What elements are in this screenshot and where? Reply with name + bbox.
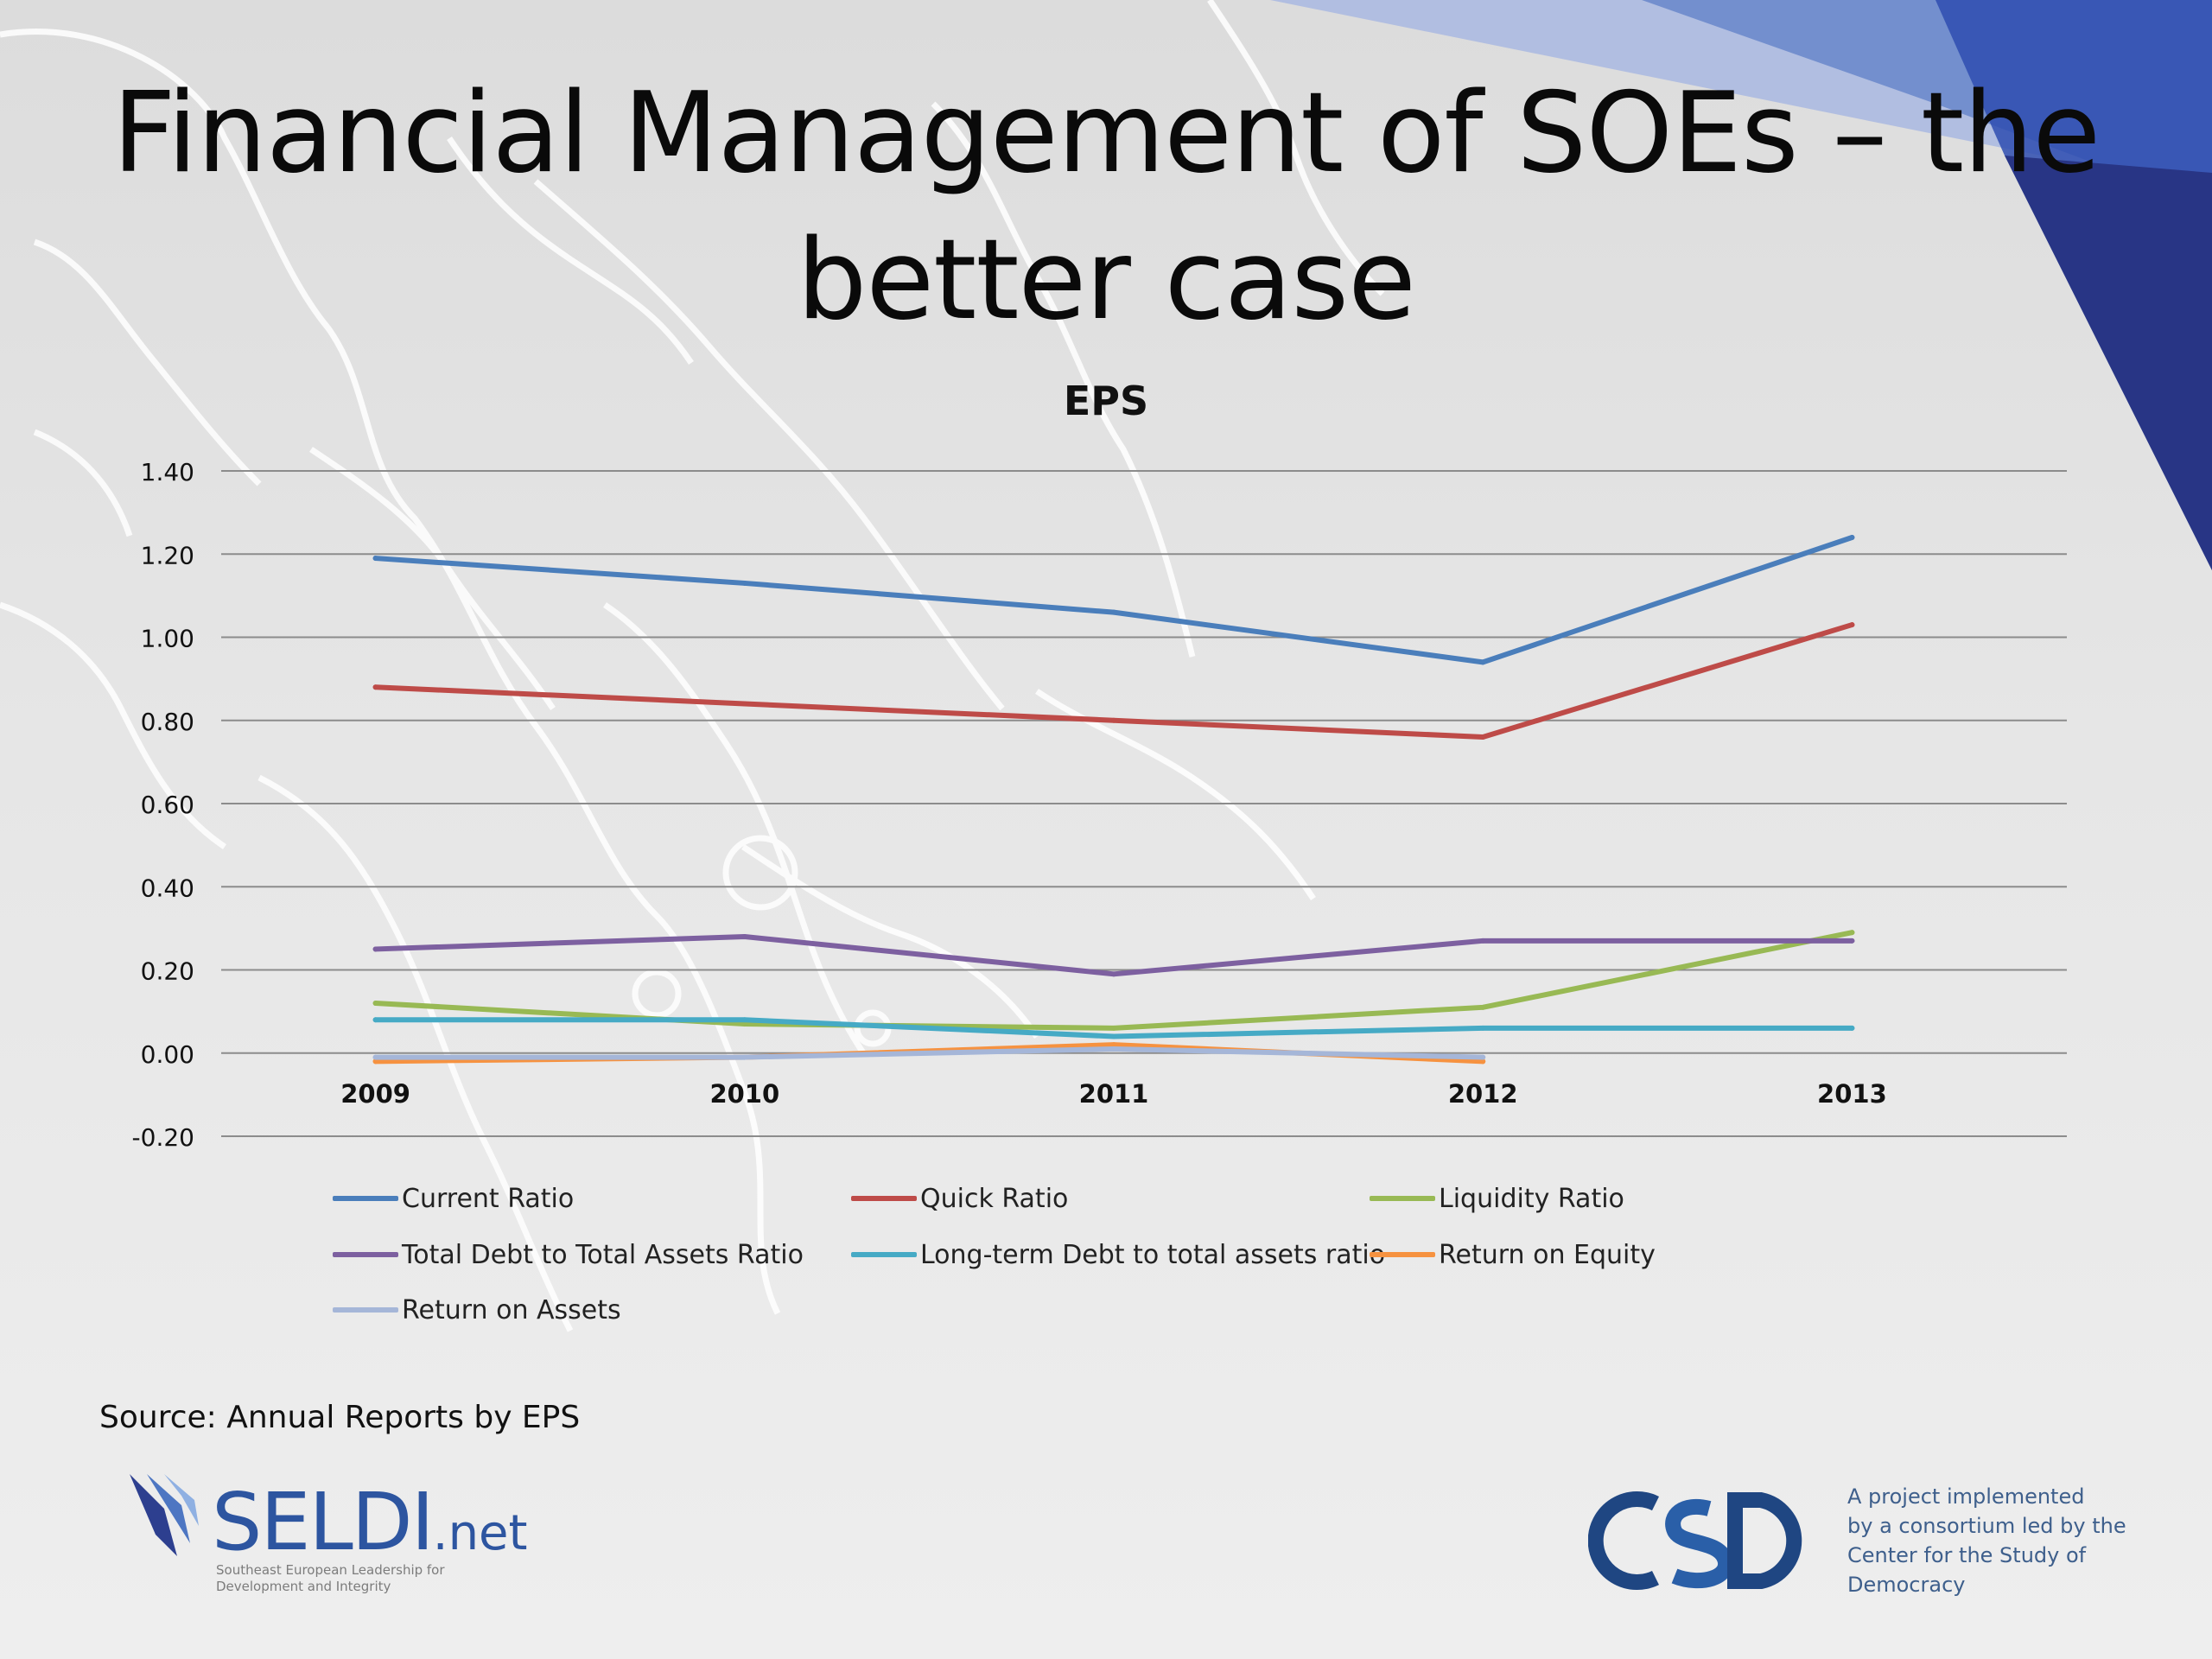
legend-item: Total Debt to Total Assets Ratio [333, 1237, 804, 1272]
series-line-0 [372, 535, 1855, 665]
data-point [372, 946, 378, 952]
csd-logo [1588, 1491, 1802, 1590]
legend-label: Return on Equity [1439, 1239, 1656, 1270]
x-tick-label: 2011 [1079, 1079, 1149, 1109]
data-point [372, 1054, 378, 1060]
data-point [1849, 930, 1855, 936]
data-point [1480, 1058, 1486, 1065]
legend-swatch [851, 1196, 917, 1201]
y-tick-label: 0.00 [141, 1040, 194, 1069]
legend-swatch [1370, 1252, 1435, 1257]
data-point [372, 1001, 378, 1006]
csd-project-text: A project implemented by a consortium le… [1847, 1484, 2126, 1597]
legend-label: Return on Assets [402, 1294, 621, 1325]
y-tick-label: 1.00 [141, 625, 194, 653]
x-tick-label: 2010 [709, 1079, 779, 1109]
data-point [741, 1021, 747, 1027]
y-tick-label: 1.20 [141, 541, 194, 569]
data-point [1111, 1025, 1116, 1031]
legend-swatch [1370, 1196, 1435, 1201]
data-point [1480, 1054, 1486, 1060]
data-point [372, 1017, 378, 1023]
seldi-logo: SELDI.net Southeast European Leadership … [130, 1469, 544, 1607]
legend-item: Return on Equity [1370, 1237, 1656, 1272]
legend-item: Current Ratio [333, 1181, 574, 1216]
legend-swatch [333, 1252, 398, 1257]
slide-title-line-2: better case [797, 216, 1416, 345]
x-tick-label: 2009 [340, 1079, 410, 1109]
y-tick-label: 0.60 [141, 791, 194, 819]
series-line-2 [372, 930, 1855, 1031]
y-tick-label: 1.40 [141, 458, 194, 486]
legend-item: Quick Ratio [851, 1181, 1068, 1216]
data-point [1480, 938, 1486, 944]
legend-swatch [333, 1307, 398, 1313]
data-point [741, 934, 747, 939]
seldi-wordmark: SELDI.net [212, 1476, 528, 1568]
source-note: Source: Annual Reports by EPS [99, 1400, 581, 1435]
legend-item: Long-term Debt to total assets ratio [851, 1237, 1385, 1272]
data-point [372, 1058, 378, 1065]
x-tick-label: 2012 [1448, 1079, 1518, 1109]
slide-title-line-1: Financial Management of SOEs – the [111, 69, 2101, 198]
legend-item: Liquidity Ratio [1370, 1181, 1624, 1216]
data-point [1849, 1025, 1855, 1031]
data-point [741, 580, 747, 586]
legend-label: Long-term Debt to total assets ratio [920, 1239, 1386, 1270]
data-point [1111, 1042, 1116, 1048]
data-point [1849, 535, 1855, 540]
data-point [1480, 1025, 1486, 1031]
data-point [1111, 1033, 1116, 1039]
y-tick-label: 0.80 [141, 708, 194, 736]
data-point [1111, 609, 1116, 615]
data-point [741, 701, 747, 707]
data-point [1111, 971, 1116, 977]
legend-item: Return on Assets [333, 1293, 621, 1327]
series-line-6 [372, 1046, 1486, 1060]
x-tick-label: 2013 [1817, 1079, 1887, 1109]
data-point [372, 556, 378, 562]
legend-swatch [333, 1196, 398, 1201]
legend-label: Quick Ratio [920, 1183, 1069, 1214]
seldi-emblem-icon [130, 1474, 199, 1556]
legend-label: Liquidity Ratio [1439, 1183, 1624, 1214]
data-point [372, 684, 378, 690]
data-point [1480, 734, 1486, 740]
data-point [1849, 622, 1855, 628]
data-point [1111, 1046, 1116, 1052]
data-point [741, 1017, 747, 1023]
legend-label: Current Ratio [402, 1183, 575, 1214]
data-point [741, 1054, 747, 1060]
chart-title: EPS [1064, 378, 1148, 424]
y-tick-label: -0.20 [132, 1123, 194, 1152]
y-tick-label: 0.20 [141, 957, 194, 986]
y-tick-label: 0.40 [141, 874, 194, 902]
data-point [1480, 659, 1486, 665]
legend-label: Total Debt to Total Assets Ratio [402, 1239, 804, 1270]
seldi-subtitle: Southeast European Leadership for Develo… [216, 1562, 445, 1594]
legend-swatch [851, 1252, 917, 1257]
series-line-3 [372, 934, 1855, 977]
data-point [1849, 938, 1855, 944]
data-point [1111, 717, 1116, 723]
data-point [1480, 1004, 1486, 1010]
